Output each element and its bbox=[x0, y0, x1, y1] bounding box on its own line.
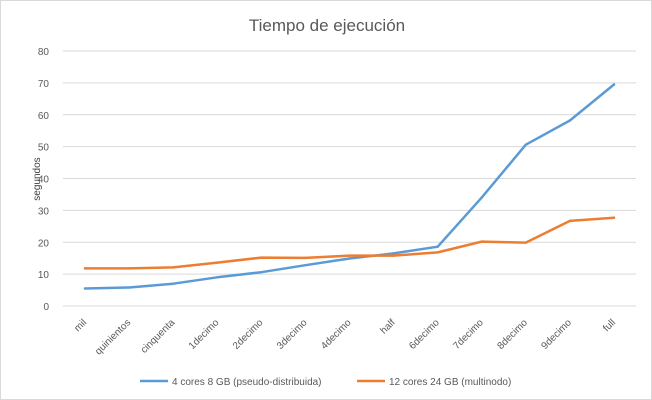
data-point bbox=[568, 219, 572, 223]
y-tick-label: 80 bbox=[38, 47, 50, 58]
y-tick-label: 30 bbox=[38, 206, 50, 217]
data-point bbox=[127, 267, 131, 270]
data-point bbox=[392, 254, 395, 257]
data-point bbox=[304, 264, 307, 267]
x-tick-label: half bbox=[379, 317, 398, 336]
data-point bbox=[171, 282, 175, 285]
x-tick-label: 4decimo bbox=[319, 317, 354, 352]
y-axis-label: segundos bbox=[32, 157, 43, 200]
legend: 4 cores 8 GB (pseudo-distribuida) 12 core… bbox=[140, 377, 511, 388]
x-tick-label: 7decimo bbox=[451, 317, 486, 352]
x-tick-label: mil bbox=[72, 317, 89, 334]
data-point bbox=[216, 276, 219, 279]
data-point bbox=[392, 252, 395, 255]
x-tick-label: 9decimo bbox=[539, 317, 574, 352]
data-point bbox=[348, 257, 351, 260]
x-tick-label: cinquenta bbox=[139, 317, 178, 356]
data-point bbox=[83, 267, 87, 270]
y-tick-label: 70 bbox=[38, 79, 50, 90]
x-tick-label: 2decimo bbox=[231, 317, 266, 352]
gridlines bbox=[63, 50, 636, 307]
data-point bbox=[216, 261, 219, 264]
data-point bbox=[260, 271, 263, 274]
data-point bbox=[612, 83, 616, 86]
y-axis-ticks: 0 10 20 30 40 50 60 70 80 bbox=[38, 47, 50, 313]
x-tick-label: 1decimo bbox=[187, 317, 222, 352]
y-tick-label: 40 bbox=[38, 175, 50, 186]
data-point bbox=[127, 286, 131, 289]
data-point bbox=[524, 241, 528, 244]
series-line bbox=[83, 216, 616, 270]
data-point bbox=[436, 251, 439, 254]
legend-item: 12 cores 24 GB (multinodo) bbox=[357, 377, 511, 388]
x-tick-label: 8decimo bbox=[495, 317, 530, 352]
y-tick-label: 60 bbox=[38, 111, 50, 122]
series-lines bbox=[83, 83, 616, 290]
data-point bbox=[524, 143, 528, 146]
data-point bbox=[480, 240, 483, 243]
data-point bbox=[348, 254, 351, 257]
legend-item: 4 cores 8 GB (pseudo-distribuida) bbox=[140, 377, 322, 388]
data-point bbox=[171, 266, 175, 269]
data-point bbox=[480, 196, 483, 199]
y-tick-label: 0 bbox=[43, 302, 49, 313]
x-tick-label: 3decimo bbox=[275, 317, 310, 352]
y-tick-label: 10 bbox=[38, 270, 50, 281]
x-axis-ticks: mil quinientos cinquenta 1decimo 2decimo 3dec… bbox=[72, 317, 618, 357]
series-2 bbox=[83, 216, 616, 270]
data-point bbox=[83, 287, 87, 290]
data-point bbox=[568, 119, 572, 122]
chart-title: Tiempo de ejecución bbox=[249, 16, 405, 35]
data-point bbox=[612, 216, 616, 219]
x-tick-label: quinientos bbox=[93, 317, 133, 357]
series-1 bbox=[83, 83, 616, 290]
data-point bbox=[436, 245, 439, 248]
y-tick-label: 50 bbox=[38, 143, 50, 154]
y-tick-label: 20 bbox=[38, 238, 50, 249]
legend-label: 4 cores 8 GB (pseudo-distribuida) bbox=[172, 377, 322, 388]
data-point bbox=[304, 256, 307, 260]
legend-label: 12 cores 24 GB (multinodo) bbox=[389, 377, 511, 388]
data-point bbox=[260, 256, 263, 259]
x-tick-label: full bbox=[601, 317, 618, 334]
x-tick-label: 6decimo bbox=[407, 317, 442, 352]
